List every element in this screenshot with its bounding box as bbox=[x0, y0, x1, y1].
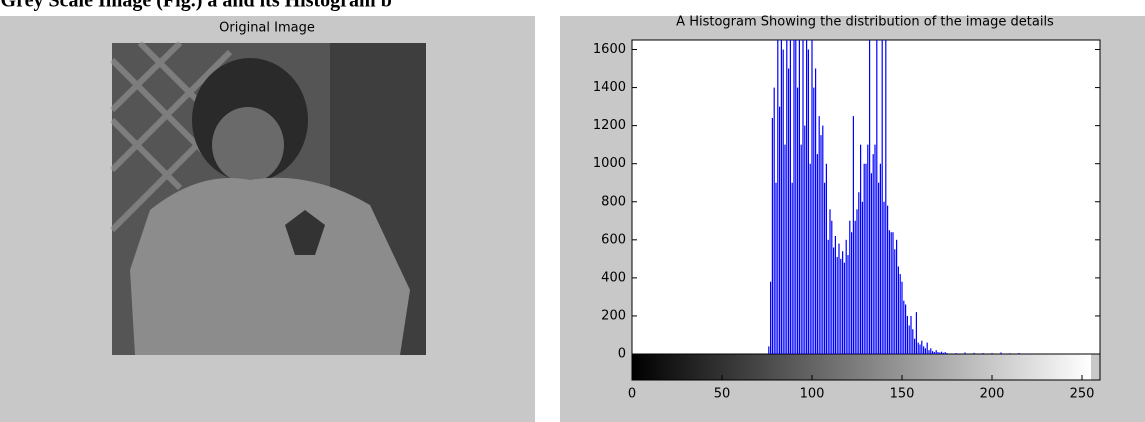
x-tick-label: 100 bbox=[800, 387, 825, 402]
caption: al Grey Scale Image (Fig.) a and its His… bbox=[0, 0, 392, 12]
x-tick-label: 0 bbox=[628, 387, 636, 402]
y-tick-label: 800 bbox=[601, 194, 626, 209]
y-tick-label: 1600 bbox=[593, 42, 626, 57]
x-tick-label: 250 bbox=[1070, 387, 1095, 402]
y-tick-label: 1200 bbox=[593, 118, 626, 133]
y-tick-label: 400 bbox=[601, 270, 626, 285]
x-tick-label: 200 bbox=[980, 387, 1005, 402]
photo bbox=[112, 43, 426, 355]
y-tick-label: 0 bbox=[618, 347, 626, 362]
y-tick-label: 600 bbox=[601, 232, 626, 247]
colorbar bbox=[632, 354, 1091, 380]
y-tick-label: 1000 bbox=[593, 156, 626, 171]
histogram-title: A Histogram Showing the distribution of … bbox=[676, 15, 1054, 30]
x-tick-label: 50 bbox=[714, 387, 731, 402]
y-tick-label: 1400 bbox=[593, 80, 626, 95]
x-tick-label: 150 bbox=[890, 387, 915, 402]
y-tick-label: 200 bbox=[601, 308, 626, 323]
page: {"caption": "al Grey Scale Image (Fig.) … bbox=[0, 0, 1145, 422]
image-title: Original Image bbox=[219, 21, 315, 36]
screenshot: al Grey Scale Image (Fig.) a and its His… bbox=[0, 0, 1145, 422]
